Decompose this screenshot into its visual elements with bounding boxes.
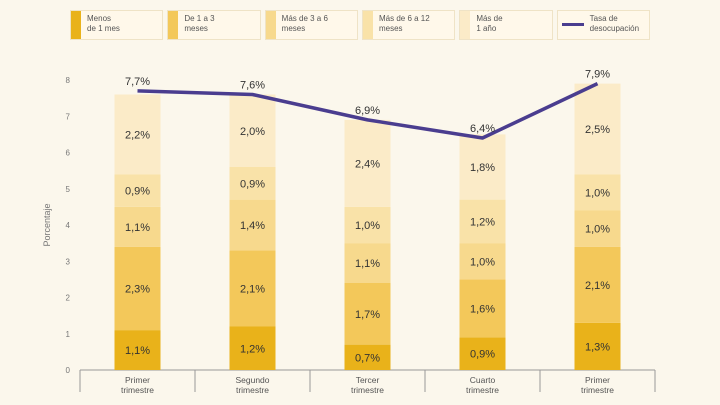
bar-data-label: 2,2% [125, 129, 150, 141]
bar-data-label: 2,0% [240, 126, 265, 138]
bar-data-label: 0,9% [470, 349, 495, 361]
bar-segment [459, 243, 506, 280]
legend-swatch [265, 11, 276, 39]
bar-segment [344, 206, 391, 244]
bar-segment [229, 250, 276, 327]
bar-segment [459, 279, 506, 338]
y-axis-label: Porcentaje [42, 203, 52, 246]
legend-label: Tasa de desocupación [589, 14, 640, 33]
bar-data-label: 1,2% [470, 216, 495, 228]
legend-swatch [71, 11, 81, 39]
line-data-label: 7,7% [125, 76, 150, 88]
bar-segment [459, 199, 506, 244]
y-tick-label: 6 [66, 149, 71, 158]
legend-item: Más de 3 a 6 meses [264, 10, 358, 40]
bar-data-label: 1,2% [240, 343, 265, 355]
bar-segment [114, 174, 161, 207]
bar-segment [574, 174, 621, 211]
bar-segment [574, 210, 621, 247]
x-tick-label: Tercer [356, 375, 380, 385]
x-tick-label: Segundo [235, 375, 269, 385]
y-tick-label: 1 [66, 330, 71, 339]
y-tick-label: 3 [66, 257, 71, 266]
bar-data-label: 1,0% [470, 256, 495, 268]
bar-data-label: 0,9% [125, 186, 150, 198]
legend-item: Menos de 1 mes [70, 10, 164, 40]
bar-data-label: 1,1% [355, 258, 380, 270]
bar-segment [114, 330, 161, 370]
line-data-label: 7,6% [240, 80, 265, 92]
legend-swatch [168, 11, 179, 39]
y-tick-label: 2 [66, 294, 71, 303]
bar-segment [344, 119, 391, 207]
legend-line-swatch [561, 23, 584, 26]
x-tick-label: trimestre [351, 385, 384, 395]
x-tick-label: trimestre [121, 385, 154, 395]
bar-data-label: 1,1% [125, 345, 150, 357]
bar-segment [459, 134, 506, 200]
y-tick-label: 5 [66, 185, 71, 194]
chart-legend: Menos de 1 mes De 1 a 3 meses Más de 3 a 6… [70, 10, 650, 40]
y-tick-label: 4 [66, 221, 71, 230]
bar-segment [344, 344, 391, 370]
bar-segment [574, 322, 621, 370]
y-tick-label: 0 [66, 366, 71, 375]
bar-segment [114, 94, 161, 175]
bar-data-label: 1,0% [355, 220, 380, 232]
x-tick-label: Primer [585, 375, 610, 385]
legend-label: De 1 a 3 meses [184, 14, 215, 33]
bar-segment [229, 199, 276, 251]
x-tick-label: trimestre [236, 385, 269, 395]
y-tick-label: 7 [66, 112, 71, 121]
legend-item: Más de 1 año [459, 10, 553, 40]
line-data-label: 6,9% [355, 105, 380, 117]
bar-data-label: 0,7% [355, 352, 380, 364]
x-tick-label: trimestre [581, 385, 614, 395]
unemployment-rate-line [137, 82, 599, 140]
bar-segment [459, 337, 506, 370]
bar-segment [574, 246, 621, 323]
x-tick-label: Primer [125, 375, 150, 385]
bar-segment [574, 83, 621, 175]
bar-data-label: 1,0% [585, 187, 610, 199]
bar-segment [229, 94, 276, 167]
legend-item: Tasa de desocupación [556, 10, 650, 40]
bar-data-label: 1,7% [355, 309, 380, 321]
bar-data-label: 2,5% [585, 124, 610, 136]
legend-label: Más de 6 a 12 meses [378, 14, 430, 33]
legend-label: Más de 3 a 6 meses [281, 14, 328, 33]
bar-segment [114, 206, 161, 247]
bar-data-label: 1,4% [240, 220, 265, 232]
y-tick-label: 8 [66, 76, 71, 85]
bar-data-label: 2,1% [585, 280, 610, 292]
x-tick-label: Cuarto [470, 375, 496, 385]
bar-data-label: 0,9% [240, 178, 265, 190]
bar-segment [229, 167, 276, 200]
bar-data-label: 2,1% [240, 283, 265, 295]
bar-data-label: 2,4% [355, 158, 380, 170]
bar-segment [114, 246, 161, 331]
bar-data-label: 1,0% [585, 224, 610, 236]
bar-data-label: 1,1% [125, 222, 150, 234]
legend-swatch [362, 11, 373, 39]
legend-label: Menos de 1 mes [87, 14, 120, 33]
bar-data-label: 1,8% [470, 162, 495, 174]
line-data-label: 7,9% [585, 69, 610, 81]
legend-item: De 1 a 3 meses [167, 10, 261, 40]
bar-segment [344, 283, 391, 345]
line-data-label: 6,4% [470, 123, 495, 135]
legend-swatch [460, 11, 471, 39]
legend-label: Más de 1 año [476, 14, 503, 33]
bar-data-label: 1,6% [470, 303, 495, 315]
bar-segment [229, 326, 276, 370]
x-tick-label: trimestre [466, 385, 499, 395]
legend-item: Más de 6 a 12 meses [361, 10, 456, 40]
bar-segment [344, 243, 391, 283]
bar-data-label: 2,3% [125, 283, 150, 295]
bar-data-label: 1,3% [585, 341, 610, 353]
